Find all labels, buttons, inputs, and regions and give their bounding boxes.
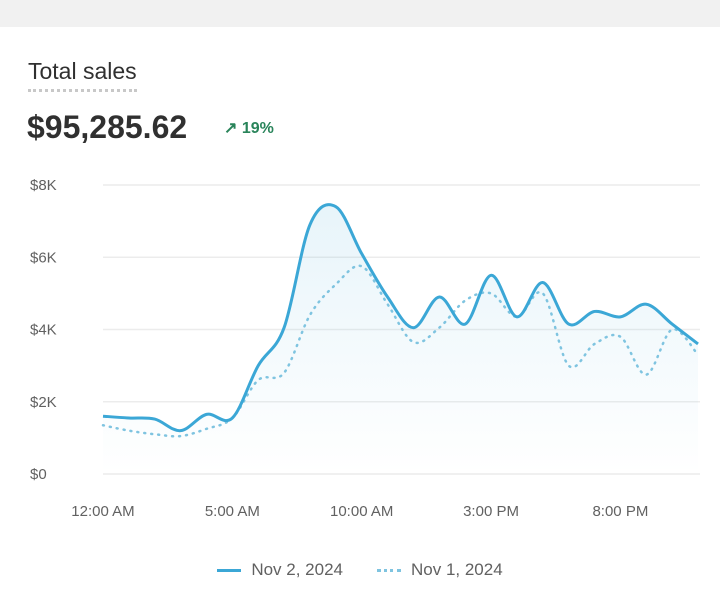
y-tick-label: $8K bbox=[30, 177, 57, 194]
chart-title[interactable]: Total sales bbox=[28, 58, 137, 92]
data-point[interactable] bbox=[409, 324, 417, 332]
data-point[interactable] bbox=[202, 425, 210, 433]
legend-label: Nov 1, 2024 bbox=[411, 560, 503, 579]
change-value: 19% bbox=[241, 120, 274, 137]
x-tick-label: 3:00 PM bbox=[463, 503, 519, 520]
data-point[interactable] bbox=[202, 410, 210, 418]
y-tick-label: $4K bbox=[30, 322, 57, 339]
data-point[interactable] bbox=[642, 371, 650, 379]
data-point[interactable] bbox=[125, 414, 133, 422]
data-point[interactable] bbox=[332, 203, 340, 211]
data-point[interactable] bbox=[254, 376, 262, 384]
y-tick-label: $6K bbox=[30, 249, 57, 266]
change-badge: ↗ 19% bbox=[224, 118, 274, 138]
solid-line-swatch-icon bbox=[217, 568, 242, 572]
series-line-current bbox=[102, 203, 699, 433]
data-point[interactable] bbox=[306, 311, 314, 319]
series-line-previous bbox=[101, 264, 700, 438]
top-bar bbox=[0, 0, 720, 27]
dotted-line-swatch-icon bbox=[377, 568, 401, 572]
data-point[interactable] bbox=[694, 351, 702, 359]
data-point[interactable] bbox=[99, 421, 107, 429]
data-point[interactable] bbox=[254, 362, 262, 370]
data-point[interactable] bbox=[280, 369, 288, 377]
data-point[interactable] bbox=[461, 297, 469, 305]
data-point[interactable] bbox=[668, 326, 676, 334]
data-point[interactable] bbox=[280, 324, 288, 332]
data-point[interactable] bbox=[461, 320, 469, 328]
data-point[interactable] bbox=[125, 427, 133, 435]
data-point[interactable] bbox=[435, 324, 443, 332]
data-point[interactable] bbox=[358, 250, 366, 258]
x-tick-label: 5:00 AM bbox=[205, 503, 260, 520]
data-point[interactable] bbox=[409, 338, 417, 346]
data-point[interactable] bbox=[151, 415, 159, 423]
y-tick-label: $0 bbox=[30, 466, 47, 483]
data-point[interactable] bbox=[151, 430, 159, 438]
data-point[interactable] bbox=[565, 320, 573, 328]
x-tick-label: 10:00 AM bbox=[330, 503, 393, 520]
data-point[interactable] bbox=[487, 271, 495, 279]
data-point[interactable] bbox=[384, 300, 392, 308]
data-point[interactable] bbox=[358, 262, 366, 270]
total-value: $95,285.62 bbox=[27, 109, 188, 145]
legend-label: Nov 2, 2024 bbox=[251, 560, 343, 579]
data-point[interactable] bbox=[539, 289, 547, 297]
data-point[interactable] bbox=[642, 300, 650, 308]
data-point[interactable] bbox=[99, 412, 107, 420]
data-point[interactable] bbox=[539, 279, 547, 287]
data-point[interactable] bbox=[228, 414, 236, 422]
data-point[interactable] bbox=[513, 313, 521, 321]
data-point[interactable] bbox=[591, 307, 599, 315]
data-point[interactable] bbox=[565, 362, 573, 370]
data-point[interactable] bbox=[694, 340, 702, 348]
data-point[interactable] bbox=[487, 289, 495, 297]
arrow-up-right-icon: ↗ bbox=[224, 120, 238, 137]
data-point[interactable] bbox=[435, 293, 443, 301]
legend: Nov 2, 2024 Nov 1, 2024 bbox=[0, 560, 720, 580]
x-tick-label: 8:00 PM bbox=[592, 503, 648, 520]
data-point[interactable] bbox=[306, 221, 314, 229]
data-point[interactable] bbox=[616, 313, 624, 321]
legend-item-previous[interactable]: Nov 1, 2024 bbox=[377, 560, 503, 580]
data-point[interactable] bbox=[177, 432, 185, 440]
data-point[interactable] bbox=[332, 280, 340, 288]
y-tick-label: $2K bbox=[30, 394, 57, 411]
area-fill bbox=[103, 204, 698, 474]
data-point[interactable] bbox=[616, 333, 624, 341]
legend-item-current[interactable]: Nov 2, 2024 bbox=[217, 560, 343, 580]
x-tick-label: 12:00 AM bbox=[71, 503, 134, 520]
data-point[interactable] bbox=[384, 293, 392, 301]
data-point[interactable] bbox=[591, 340, 599, 348]
